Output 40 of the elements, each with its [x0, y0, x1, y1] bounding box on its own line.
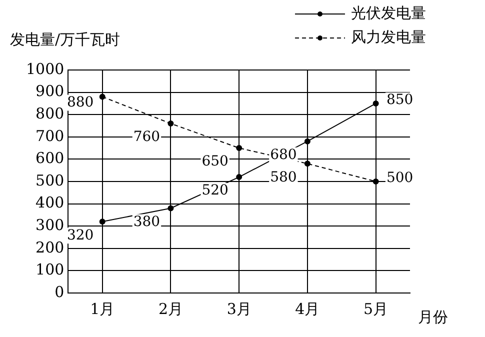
y-tick-label: 500	[36, 171, 64, 190]
y-tick-label: 300	[36, 216, 64, 234]
data-label: 850	[386, 92, 414, 108]
data-label: 320	[66, 227, 94, 244]
data-label: 520	[202, 182, 228, 199]
point	[372, 178, 379, 184]
point	[236, 145, 242, 152]
y-axis-title: 发电量/万千瓦时	[10, 30, 120, 48]
data-label: 760	[133, 129, 160, 146]
point	[304, 160, 310, 167]
point	[372, 100, 379, 106]
point	[236, 174, 242, 180]
x-tick-label: 2月	[158, 300, 183, 318]
data-label: 880	[66, 94, 94, 110]
point	[99, 94, 106, 100]
y-tick-label: 900	[36, 82, 64, 100]
data-label: 580	[270, 169, 297, 186]
x-axis-title: 月份	[418, 308, 448, 326]
point	[168, 205, 174, 212]
y-tick-label: 100	[36, 260, 64, 279]
data-label: 680	[270, 147, 297, 163]
y-tick-label: 200	[36, 238, 64, 256]
y-tick-label: 1000	[26, 60, 64, 78]
legend-label: 风力发电量	[351, 28, 426, 46]
data-label: 650	[202, 154, 228, 170]
point	[168, 120, 174, 127]
point	[304, 138, 310, 144]
y-tick-label: 600	[36, 149, 64, 168]
y-tick-label: 0	[54, 282, 64, 301]
x-tick-label: 5月	[364, 300, 388, 318]
x-tick-label: 1月	[90, 300, 115, 318]
y-tick-label: 700	[36, 126, 64, 145]
data-label: 380	[133, 214, 160, 230]
legend-label: 光伏发电量	[351, 4, 426, 22]
y-tick-label: 800	[36, 104, 64, 122]
y-tick-label: 400	[36, 194, 64, 212]
point	[99, 218, 106, 225]
data-label: 500	[386, 170, 414, 186]
x-tick-label: 3月	[226, 300, 252, 318]
x-tick-label: 4月	[295, 300, 320, 318]
